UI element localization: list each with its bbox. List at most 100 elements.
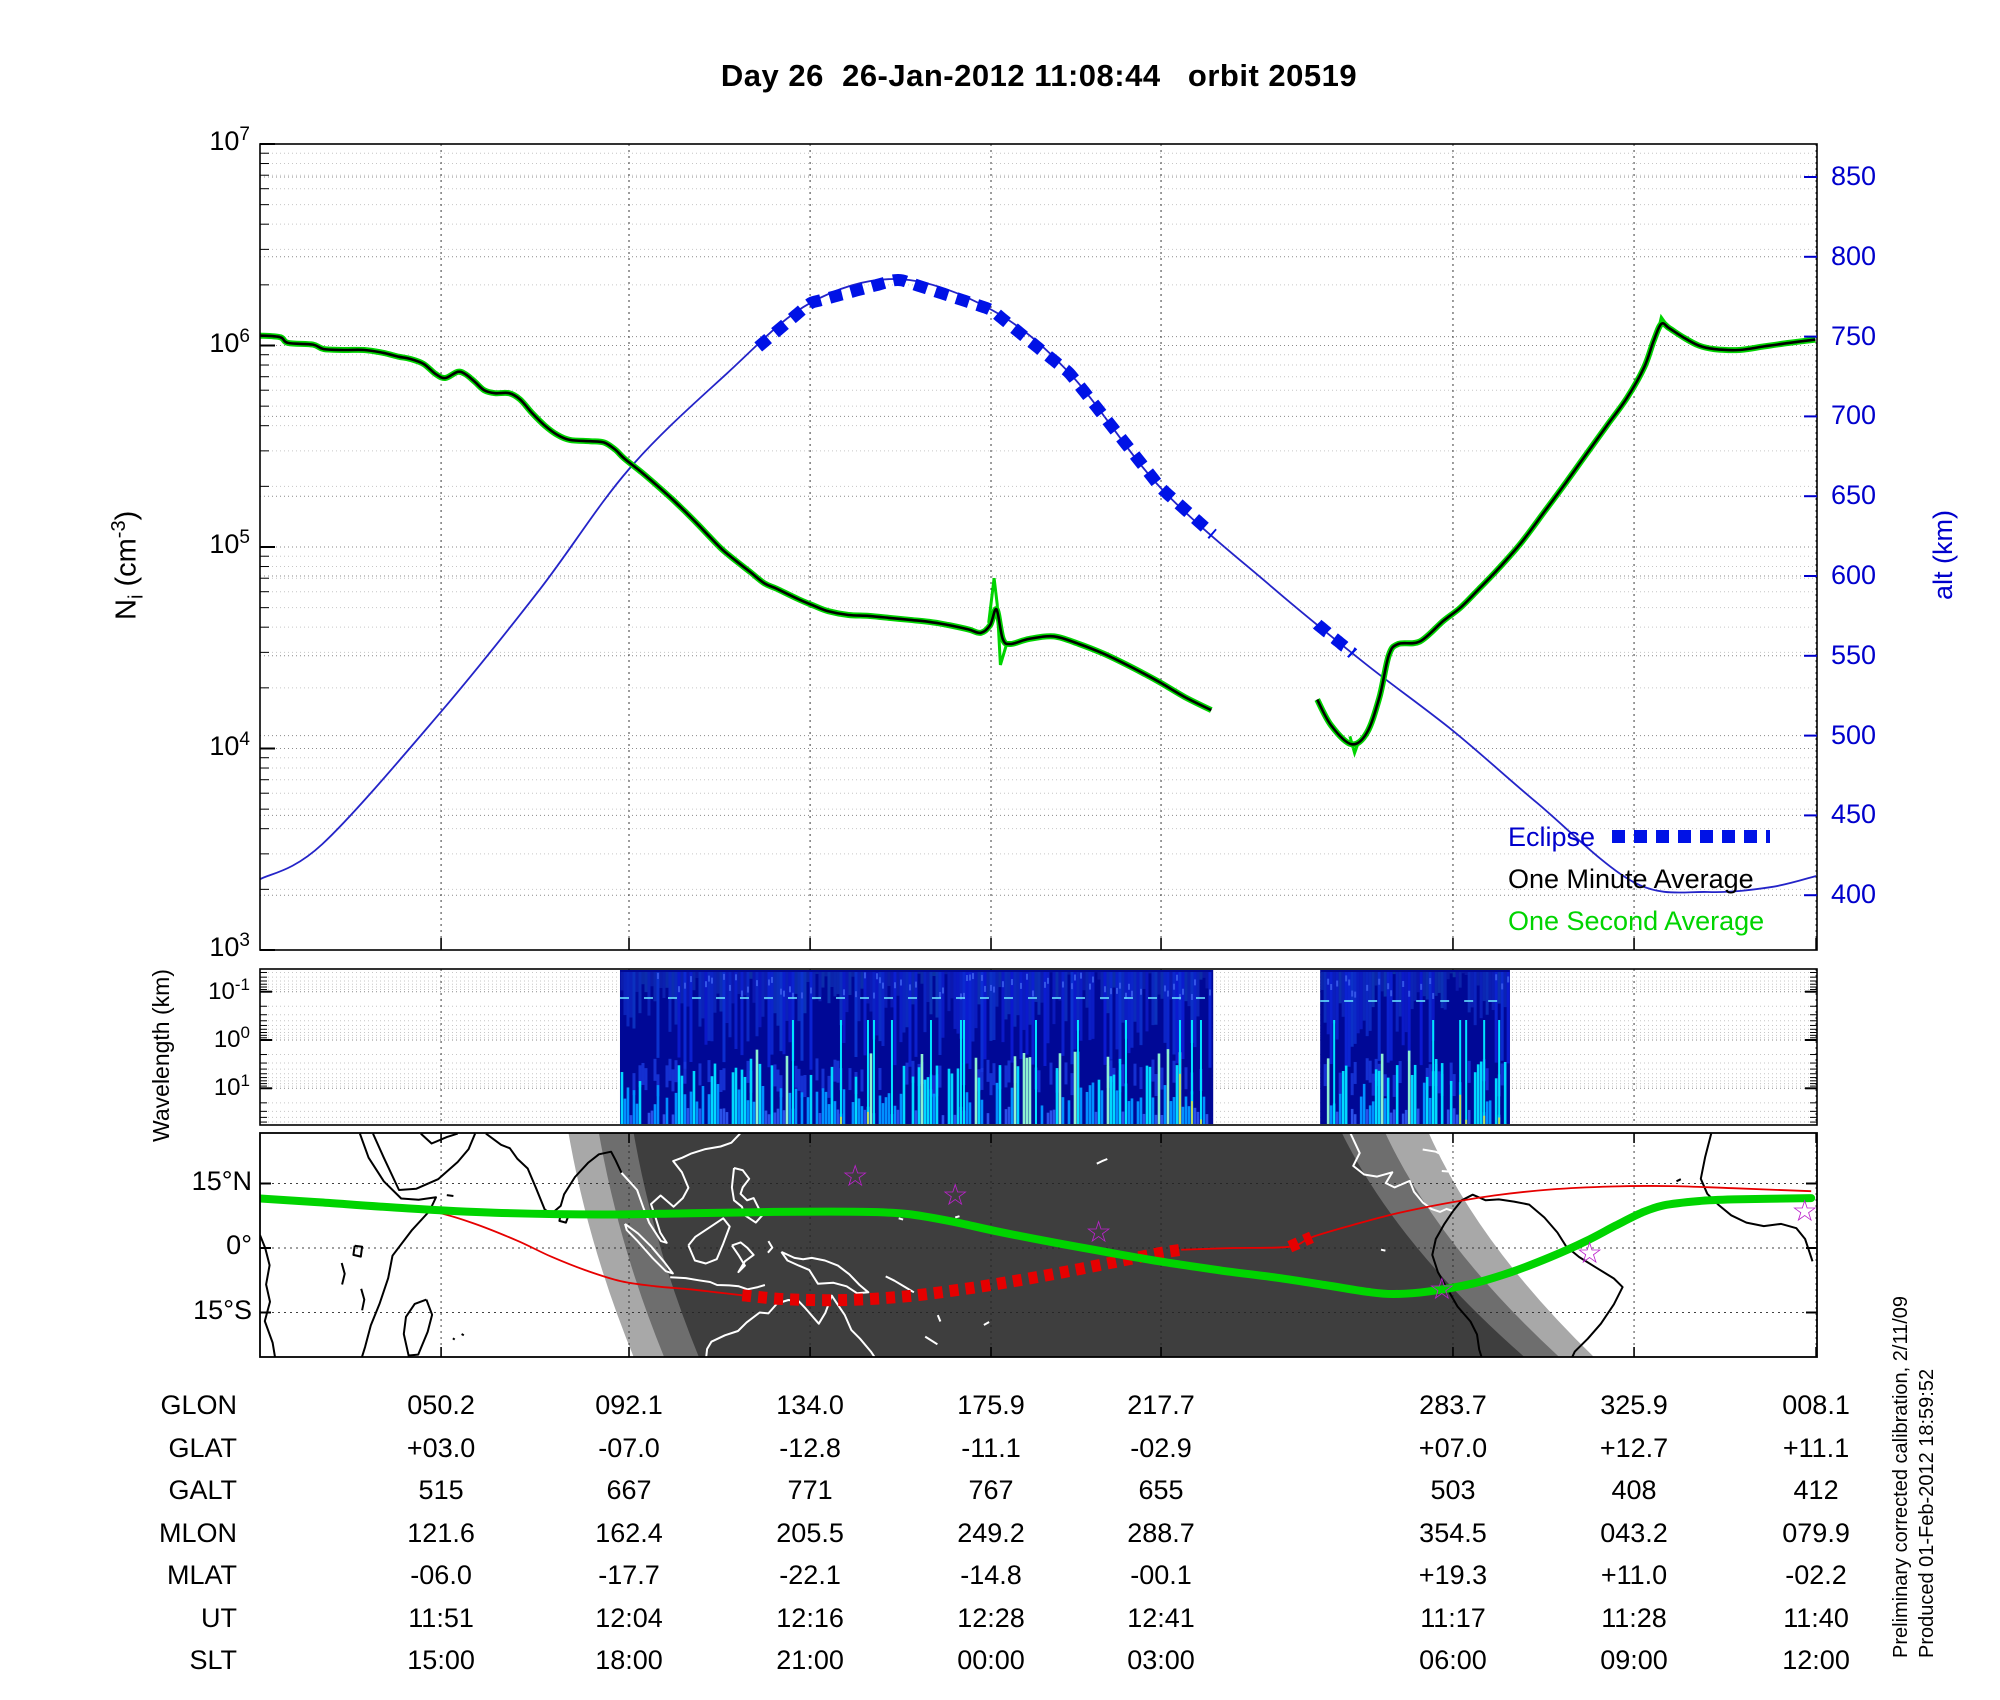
table-cell: 06:00 [1419, 1645, 1487, 1675]
eclipse-dashed-segment [754, 273, 1217, 539]
coastline [730, 1167, 764, 1224]
table-cell: 408 [1611, 1475, 1657, 1505]
altitude-line [259, 278, 1817, 894]
coastline [780, 1250, 870, 1295]
table-cell: 092.1 [595, 1390, 663, 1420]
coastline [898, 1217, 904, 1221]
table-cell: 283.7 [1419, 1390, 1487, 1420]
wavelength-panel-border [259, 968, 1818, 1126]
coastline [731, 1241, 755, 1274]
coastline [358, 1133, 437, 1357]
y-axis-tick-label: 105 [209, 527, 250, 559]
ylabel-base: N [110, 599, 143, 620]
table-cell: 00:00 [957, 1645, 1025, 1675]
table-cell: -02.9 [1130, 1433, 1192, 1463]
coastline [954, 1215, 960, 1219]
table-cell: +11.0 [1600, 1560, 1668, 1590]
alt-axis-label: alt (km) [1928, 510, 1958, 600]
coastline [1380, 1248, 1386, 1252]
ylabel-mid: (cm [110, 538, 143, 595]
table-cell: 771 [787, 1475, 833, 1505]
table-cell: 767 [968, 1475, 1014, 1505]
coastline [1441, 1170, 1449, 1173]
coastline [620, 1133, 741, 1244]
alt-axis-tick-label: 650 [1831, 480, 1877, 511]
table-cell: 11:28 [1601, 1603, 1667, 1633]
table-cell: 12:04 [595, 1603, 663, 1633]
one-second-spike [987, 578, 1009, 666]
table-cell: 03:00 [1127, 1645, 1195, 1675]
star-marker: ☆ [1428, 1273, 1455, 1306]
map-lat-label: 0° [226, 1230, 252, 1260]
table-cell: -02.2 [1785, 1560, 1847, 1590]
coastline [687, 1217, 731, 1265]
alt-axis-tick-label: 750 [1831, 320, 1877, 351]
table-row-label: GLON [160, 1390, 237, 1420]
coastline [420, 1133, 459, 1145]
coastline [260, 1234, 277, 1357]
coastline [936, 1314, 942, 1322]
coastline [1096, 1158, 1108, 1165]
alt-axis-tick-label: 500 [1831, 719, 1877, 750]
one-second-average-line [1314, 320, 1816, 748]
coastline [1422, 1148, 1456, 1162]
table-cell: -14.8 [960, 1560, 1022, 1590]
legend-eclipse-label: Eclipse [1508, 822, 1596, 852]
table-cell: 325.9 [1600, 1390, 1668, 1420]
coastline [340, 1262, 346, 1285]
map-panel: ☆ ☆ ☆ ☆ ☆ ☆ [259, 1132, 1818, 1358]
map-lat-label: 15°S [193, 1294, 252, 1325]
table-cell: 18:00 [595, 1645, 663, 1675]
ground-track-green [260, 1194, 1816, 1299]
table-cell: +07.0 [1418, 1433, 1488, 1463]
table-cell: 515 [418, 1475, 464, 1505]
coastline [1699, 1133, 1814, 1262]
alt-axis-tick-label: 450 [1831, 799, 1877, 830]
star-marker: ☆ [1576, 1237, 1603, 1270]
alt-axis-tick-label: 700 [1831, 400, 1877, 431]
table-cell: -11.1 [961, 1433, 1021, 1463]
legend-one-second-label: One Second Average [1508, 906, 1765, 936]
coastline [360, 1288, 366, 1311]
legend-eclipse-dash-sample [1612, 830, 1770, 843]
table-cell: 205.5 [776, 1518, 844, 1548]
y-axis-tick-label: 104 [209, 728, 250, 761]
table-cell: +11.1 [1782, 1433, 1850, 1463]
table-cell: -17.7 [598, 1560, 660, 1590]
table-cell: 217.7 [1127, 1390, 1195, 1420]
table-cell: 11:51 [408, 1603, 474, 1633]
page-title: Day 26 26-Jan-2012 11:08:44 orbit 20519 [720, 58, 1358, 93]
table-row-label: MLAT [166, 1560, 237, 1590]
alt-axis-tick-label: 600 [1831, 560, 1877, 590]
ylabel-end: ) [110, 510, 143, 521]
coastline [670, 1276, 766, 1291]
table-row-label: SLT [189, 1645, 237, 1675]
alt-axis-tick-label: 550 [1831, 639, 1877, 670]
table-cell: 15:00 [407, 1645, 475, 1675]
table-cell: 079.9 [1782, 1518, 1850, 1548]
table-cell: 354.5 [1419, 1518, 1487, 1548]
map-border [259, 1132, 1818, 1358]
table-cell: 288.7 [1127, 1518, 1195, 1548]
star-marker: ☆ [1085, 1216, 1112, 1249]
table-cell: 412 [1793, 1475, 1839, 1505]
coastline [924, 1335, 938, 1346]
table-row-label: GLAT [168, 1433, 237, 1463]
map-lat-label: 15°N [191, 1165, 252, 1196]
y-axis-tick-label: 107 [209, 124, 250, 156]
table-cell: 655 [1138, 1475, 1184, 1505]
table-cell: -22.1 [779, 1560, 841, 1590]
legend-one-minute-label: One Minute Average [1508, 864, 1754, 894]
table-row-label: GALT [168, 1475, 237, 1505]
table-cell: 121.6 [407, 1518, 475, 1548]
wavelength-tick-label: 101 [213, 1071, 250, 1102]
table-cell: -00.1 [1130, 1560, 1192, 1590]
table-cell: +03.0 [406, 1433, 476, 1463]
table-cell: 503 [1430, 1475, 1476, 1505]
coastline [885, 1275, 915, 1294]
main-y-axis-label: Ni (cm-3) [108, 511, 148, 620]
note-line-2: Produced 01-Feb-2012 18:59:52 [1916, 1368, 1938, 1658]
table-cell: 043.2 [1600, 1518, 1668, 1548]
